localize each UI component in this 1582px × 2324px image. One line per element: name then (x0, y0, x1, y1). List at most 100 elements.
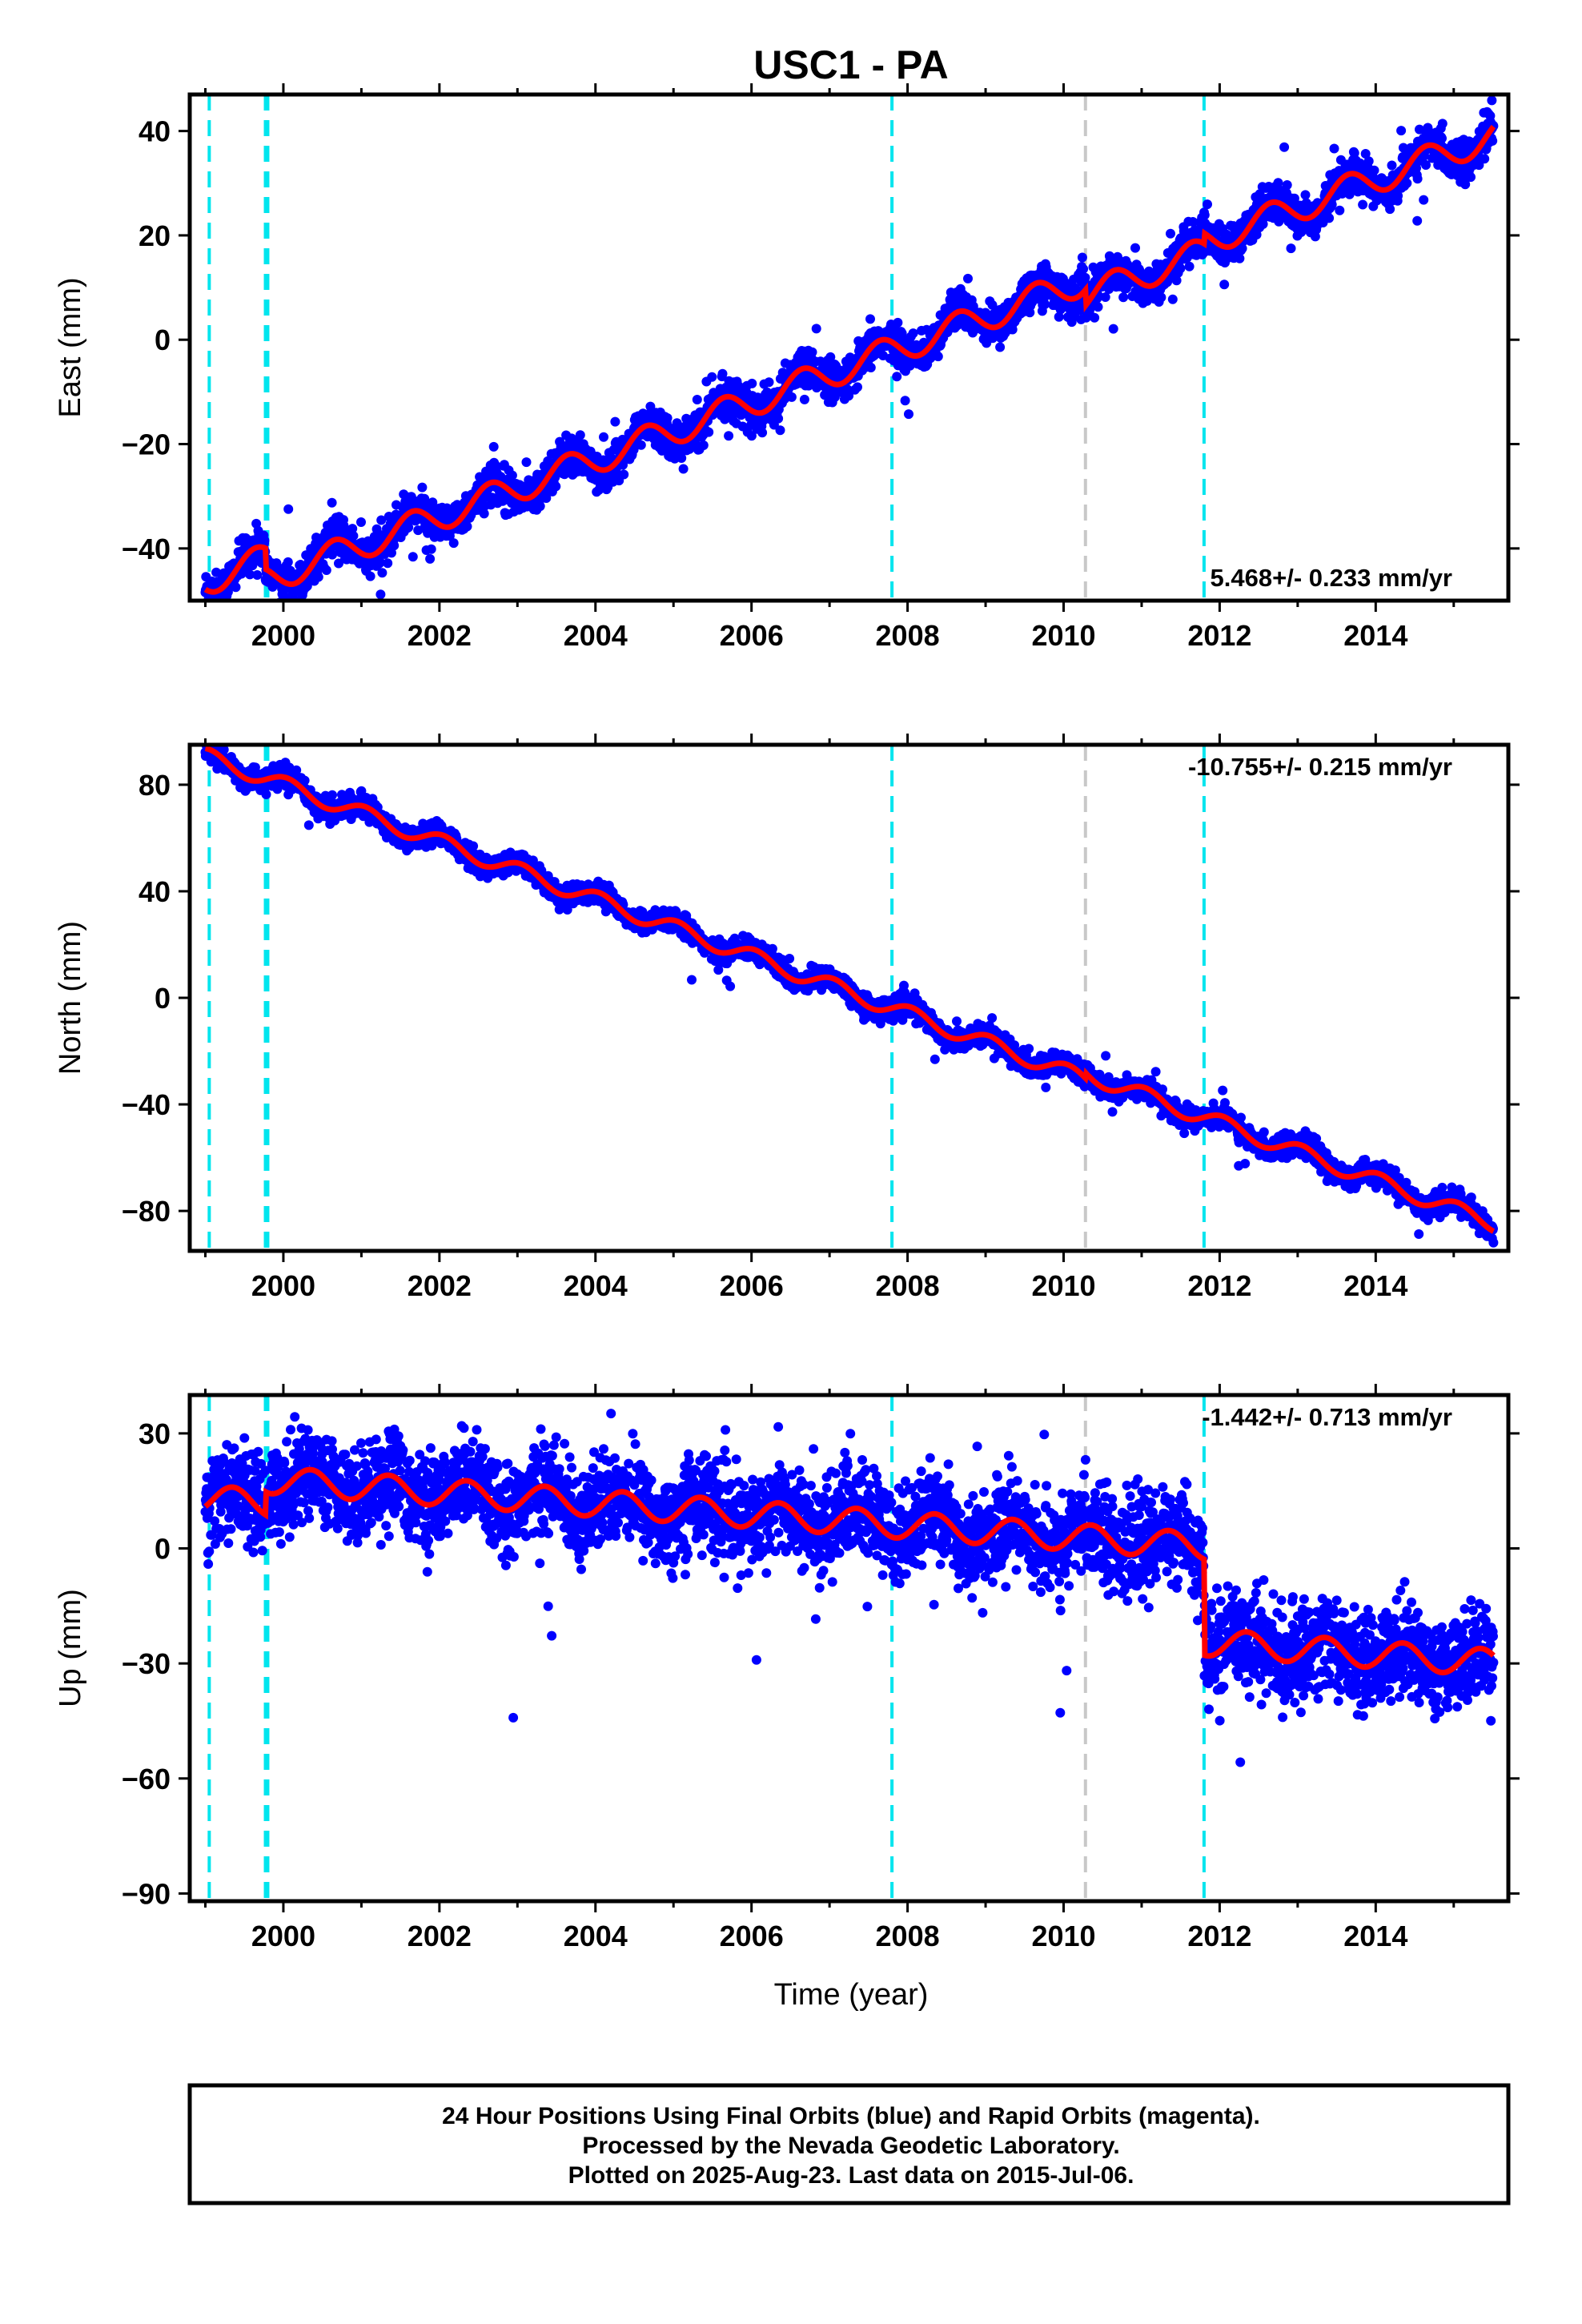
data-point (535, 501, 545, 512)
data-point (551, 481, 561, 492)
east-y-axis-label: East (mm) (54, 277, 87, 417)
data-point (283, 504, 294, 514)
x-tick-label: 2004 (564, 619, 628, 652)
data-point (1402, 178, 1412, 188)
y-tick-label: −20 (122, 428, 171, 461)
data-point (223, 587, 233, 597)
data-point (1090, 312, 1100, 323)
data-point (995, 342, 1006, 352)
data-point (773, 413, 784, 424)
data-point (462, 521, 472, 532)
data-point (321, 565, 331, 575)
data-point (327, 497, 337, 508)
data-point (203, 733, 212, 742)
data-point (1078, 263, 1089, 274)
data-point (893, 317, 903, 328)
data-point (853, 382, 862, 392)
data-point (1282, 180, 1292, 190)
data-point (245, 569, 255, 580)
data-point (1437, 119, 1447, 129)
data-point (1235, 253, 1245, 263)
data-point (408, 552, 418, 562)
data-point (425, 553, 436, 564)
data-point (1385, 204, 1395, 215)
data-point (417, 482, 428, 493)
data-point (1219, 279, 1230, 290)
data-point (1369, 165, 1379, 175)
data-point (575, 430, 585, 440)
data-point (404, 522, 414, 533)
data-point (377, 568, 387, 578)
data-point (747, 378, 757, 388)
x-tick-label: 2012 (1187, 619, 1251, 652)
data-point (1363, 156, 1374, 167)
data-point (389, 541, 400, 551)
x-tick-label: 2008 (876, 619, 940, 652)
data-point (1077, 252, 1087, 263)
data-point (1335, 205, 1345, 215)
y-tick-label: −40 (122, 533, 171, 565)
data-point (1358, 199, 1368, 210)
data-point (900, 396, 910, 406)
data-point (662, 413, 673, 423)
y-tick-label: 20 (139, 219, 171, 252)
data-point (313, 572, 323, 582)
data-point (636, 440, 646, 450)
data-point (216, 603, 226, 613)
data-point (757, 428, 768, 438)
data-point (908, 328, 918, 339)
data-point (376, 515, 387, 525)
x-tick-label: 2002 (408, 619, 472, 652)
data-point (420, 493, 430, 504)
data-point (775, 425, 785, 436)
data-point (347, 524, 358, 534)
data-point (206, 732, 215, 742)
data-point (1199, 210, 1210, 220)
data-point (1466, 172, 1476, 183)
data-point (892, 372, 902, 382)
data-point (1329, 143, 1339, 154)
data-point (426, 544, 436, 554)
data-point (283, 557, 293, 567)
data-point (599, 432, 608, 442)
data-point (231, 582, 241, 593)
data-point (786, 392, 797, 402)
data-point (348, 531, 359, 541)
data-point (1396, 126, 1407, 136)
x-tick-label: 2010 (1031, 619, 1095, 652)
data-point (356, 517, 366, 527)
data-point (904, 409, 913, 420)
data-point (707, 372, 717, 382)
x-tick-label: 2006 (720, 619, 784, 652)
data-point (479, 509, 489, 519)
data-point (724, 431, 734, 441)
data-point (1300, 190, 1311, 200)
east-data-points (200, 95, 1499, 613)
data-point (299, 775, 310, 786)
data-point (1166, 228, 1175, 239)
data-point (933, 352, 943, 362)
data-point (252, 570, 263, 580)
data-point (521, 457, 532, 468)
data-point (963, 273, 973, 283)
data-point (1118, 292, 1129, 303)
data-point (1412, 215, 1423, 226)
data-point (1184, 261, 1195, 271)
data-point (704, 427, 714, 437)
data-point (1387, 160, 1397, 171)
data-point (365, 571, 375, 581)
data-point (764, 377, 774, 388)
east-rate-annotation: 5.468+/- 0.233 mm/yr (1211, 564, 1452, 592)
data-point (203, 734, 212, 743)
data-point (448, 538, 459, 549)
data-point (1419, 195, 1429, 205)
data-point (1437, 133, 1447, 143)
x-tick-label: 2014 (1343, 619, 1407, 652)
data-point (1108, 324, 1118, 334)
data-point (1040, 300, 1050, 309)
data-point (259, 536, 270, 545)
data-point (1167, 294, 1178, 304)
